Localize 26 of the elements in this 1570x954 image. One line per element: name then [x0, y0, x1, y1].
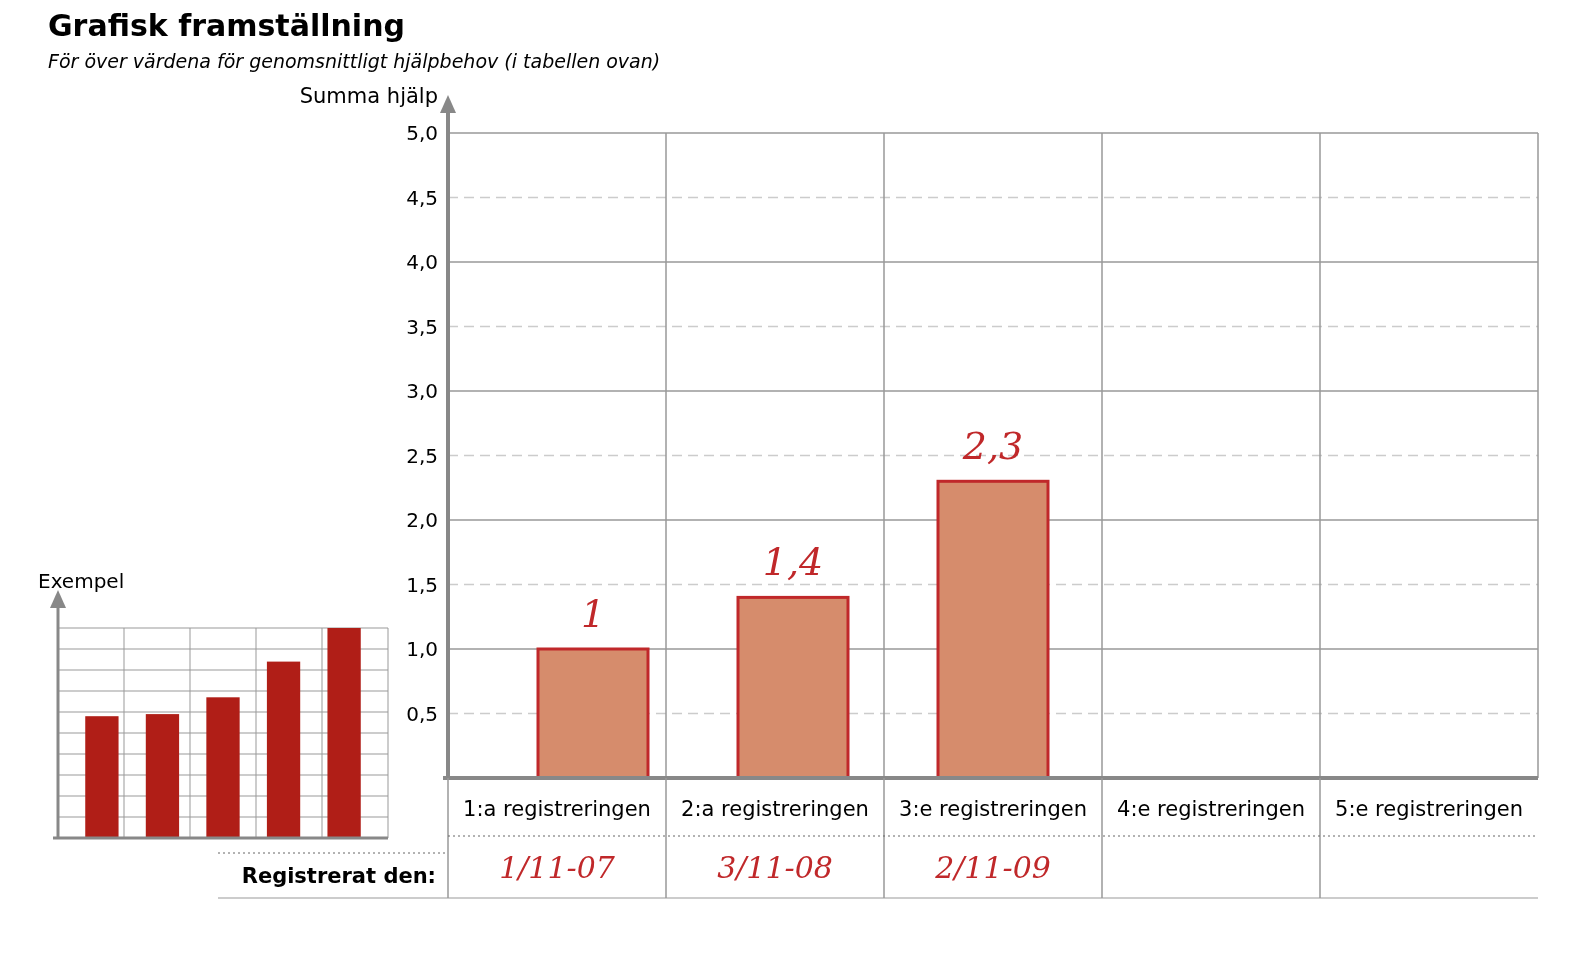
- y-tick-label: 4,5: [406, 185, 438, 210]
- data-label: 1,4: [762, 540, 824, 585]
- y-tick-label: 3,5: [406, 314, 438, 339]
- y-tick-label: 5,0: [406, 121, 438, 145]
- chart-title: Exempel: [38, 569, 125, 593]
- chart-subtitle: För över värdena för genomsnittligt hjälpbehov (i tabellen ovan): [48, 50, 661, 72]
- y-tick-label: 1,0: [406, 637, 438, 661]
- x-tick-label: 1:a registreringen: [463, 797, 651, 821]
- y-tick-label: 0,5: [406, 701, 438, 726]
- text: Registrerat den:: [241, 864, 436, 888]
- text: 3/11-08: [717, 850, 833, 885]
- y-tick-label: 1,5: [406, 572, 438, 597]
- y-axis-title: Summa hjälp: [299, 84, 438, 108]
- data-label: 1: [580, 592, 606, 636]
- data-label: 2,3: [961, 424, 1024, 469]
- x-tick-label: 3:e registreringen: [899, 797, 1087, 821]
- y-tick-label: 4,0: [406, 250, 438, 274]
- x-tick-label: 2:a registreringen: [681, 797, 869, 821]
- text: 1/11-07: [499, 850, 616, 885]
- x-tick-label: 5:e registreringen: [1335, 797, 1523, 821]
- y-tick-label: 3,0: [406, 379, 438, 403]
- x-tick-label: 4:e registreringen: [1117, 797, 1305, 821]
- y-tick-label: 2,5: [406, 443, 438, 468]
- y-tick-label: 2,0: [406, 508, 438, 532]
- chart-title: Grafisk framställning: [48, 8, 405, 43]
- text: 2/11-09: [934, 850, 1051, 885]
